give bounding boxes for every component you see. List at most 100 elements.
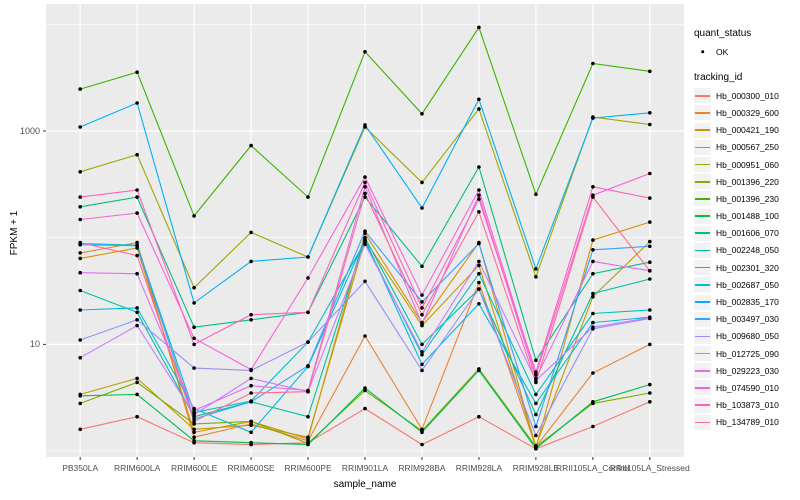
legend-key-swatch [694,225,711,241]
legend-item-Hb_000300_010: Hb_000300_010 [694,87,799,104]
legend-item-Hb_000951_060: Hb_000951_060 [694,156,799,173]
data-point [534,192,538,197]
data-point [477,107,481,111]
data-point [648,171,652,176]
data-point [135,244,139,248]
chart-legend: quant_status OK tracking_id Hb_000300_01… [694,28,799,431]
data-point [135,392,139,397]
data-point [78,355,82,360]
legend-label: Hb_000421_190 [716,125,779,136]
data-point [420,306,424,310]
legend-key-swatch [694,208,711,224]
legend-key-swatch [694,328,711,344]
legend-quant-status-title: quant_status [694,28,752,39]
data-point [420,112,424,116]
data-point [591,291,595,296]
data-point [591,320,595,325]
data-point [420,442,424,447]
data-point [135,211,139,215]
legend-line-icon [695,112,710,114]
legend-line-icon [695,146,710,149]
legend-label: Hb_000567_250 [716,142,779,153]
data-point [363,50,367,54]
data-point [363,279,367,284]
legend-label: OK [716,46,729,57]
data-point [534,372,538,377]
legend-line-icon [695,335,710,338]
data-point [534,424,538,429]
data-point [591,248,595,252]
data-point [648,315,652,320]
data-point [78,251,82,255]
data-point [648,342,652,347]
data-point [363,229,367,233]
legend-item-Hb_000329_600: Hb_000329_600 [694,104,799,121]
legend-line-icon [695,232,710,235]
legend-key-swatch [694,122,711,138]
data-point [534,401,538,406]
data-point [306,442,310,447]
data-point [648,391,652,395]
data-point [477,188,481,192]
data-point [420,362,424,367]
data-point [648,111,652,115]
data-point [534,370,538,374]
data-point [591,325,595,330]
data-point [477,259,481,264]
data-point [420,180,424,185]
data-point [306,276,310,280]
legend-line-icon [695,318,710,321]
legend-label: Hb_001396_230 [716,193,779,204]
data-point [477,263,481,268]
data-point [648,69,652,74]
data-point [363,191,367,196]
data-point [477,97,481,102]
legend-item-Hb_001396_220: Hb_001396_220 [694,173,799,190]
data-point [363,386,367,390]
data-point [249,367,253,372]
legend-label: Hb_009680_050 [716,331,779,342]
legend-label: Hb_003497_030 [716,314,779,325]
data-point [534,376,538,381]
data-point [135,318,139,322]
data-point [135,70,139,74]
data-point [135,310,139,315]
legend-tracking-id-title: tracking_id [694,72,743,84]
legend-label: Hb_001606_070 [716,228,779,239]
data-point [78,270,82,275]
data-point [477,280,481,285]
legend-label: Hb_001396_220 [716,176,779,187]
data-point [477,210,481,214]
legend-key-swatch [694,88,711,104]
data-point [420,352,424,357]
data-point [249,376,253,381]
data-point [477,25,481,30]
legend-label: Hb_002248_050 [716,245,779,256]
legend-line-icon [695,369,710,372]
data-point [249,230,253,235]
data-point [249,143,253,148]
data-point [192,214,196,218]
data-point [477,197,481,201]
data-point [591,311,595,316]
legend-label: Hb_002835_170 [716,297,779,308]
data-point [192,435,196,440]
legend-label: Hb_134789_010 [716,417,779,428]
data-point [363,388,367,393]
data-point [363,406,367,411]
data-point [363,180,367,185]
data-point [135,195,139,199]
legend-item-Hb_134789_010: Hb_134789_010 [694,414,799,431]
data-point [648,277,652,281]
legend-item-Hb_001396_230: Hb_001396_230 [694,190,799,207]
data-point [591,116,595,120]
legend-key-swatch [694,139,711,155]
legend-line-icon [695,163,710,166]
data-point [78,308,82,312]
data-point [363,195,367,199]
data-point [135,323,139,328]
x-tick-label-RRIM600PE: RRIM600PE [284,463,332,473]
legend-line-icon [695,180,710,183]
